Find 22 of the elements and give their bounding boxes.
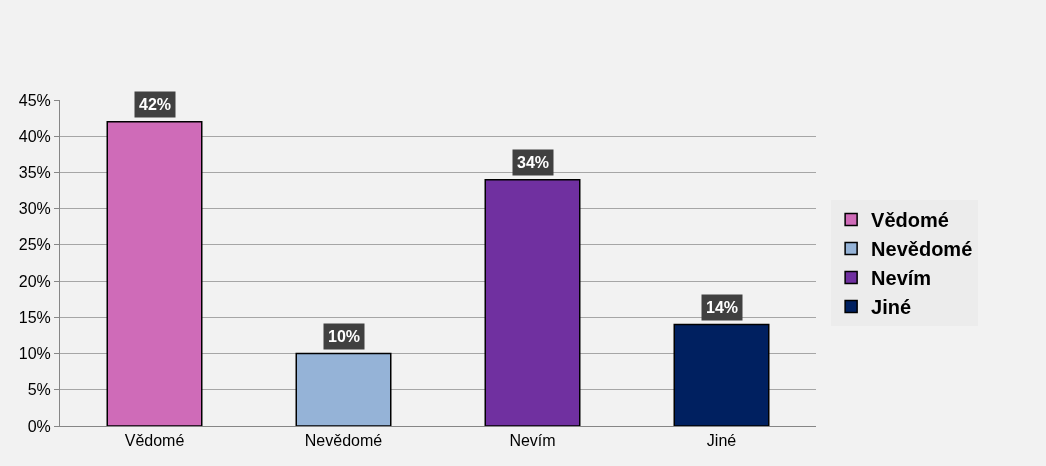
y-tick-label: 15% [18,308,51,326]
y-tick-label: 30% [18,200,51,218]
x-tick-label: Jiné [706,432,737,450]
legend-label: Vědomé [871,209,949,232]
legend-label: Nevědomé [871,238,973,261]
data-label: 42% [139,96,172,113]
y-tick-label: 20% [18,272,51,290]
data-label: 10% [328,328,361,345]
legend-label: Nevím [871,267,932,290]
x-tick-label: Nevím [509,432,556,450]
y-tick-label: 10% [18,345,51,363]
y-tick-label: 25% [18,236,51,254]
x-tick-label: Vědomé [124,432,185,450]
y-tick-label: 5% [27,381,51,399]
y-tick-label: 0% [27,417,51,435]
data-label: 14% [706,299,739,316]
x-tick-label: Nevědomé [304,432,383,450]
y-tick-label: 45% [18,91,51,109]
y-tick-label: 35% [18,164,51,182]
y-tick-label: 40% [18,127,51,145]
data-label: 34% [517,154,550,171]
legend-label: Jiné [871,296,912,319]
